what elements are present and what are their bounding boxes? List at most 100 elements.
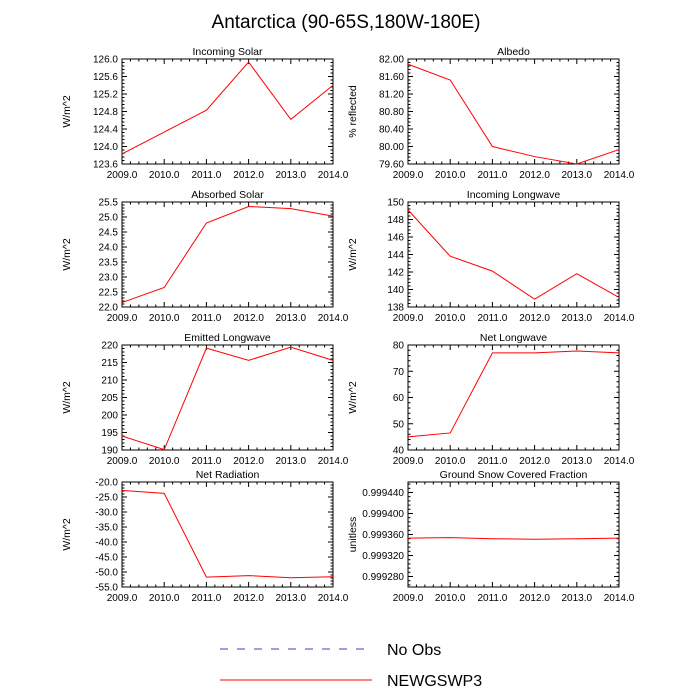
y-axis-title: % reflected bbox=[347, 85, 359, 138]
panel-title: Incoming Longwave bbox=[467, 189, 561, 201]
y-tick-label: 0.999440 bbox=[362, 488, 404, 499]
y-tick-label: 24.0 bbox=[99, 243, 119, 254]
y-axis-title: unitless bbox=[347, 517, 359, 553]
y-axis-title: W/m^2 bbox=[347, 381, 359, 414]
x-tick-label: 2014.0 bbox=[604, 170, 635, 181]
x-tick-label: 2014.0 bbox=[318, 593, 349, 604]
x-tick-label: 2014.0 bbox=[604, 456, 635, 467]
y-tick-label: 25.0 bbox=[99, 213, 119, 224]
x-tick-label: 2012.0 bbox=[519, 593, 550, 604]
y-tick-label: 148 bbox=[387, 215, 404, 226]
chart-panel: Ground Snow Covered Fraction unitless 2009… bbox=[347, 469, 635, 604]
x-tick-label: 2013.0 bbox=[562, 170, 593, 181]
x-tick-label: 2012.0 bbox=[519, 456, 550, 467]
y-tick-label: 144 bbox=[387, 250, 404, 261]
y-tick-label: 124.0 bbox=[93, 142, 118, 153]
y-tick-label: -20.0 bbox=[95, 478, 118, 489]
y-tick-label: -55.0 bbox=[95, 583, 118, 594]
x-tick-label: 2011.0 bbox=[477, 593, 507, 604]
x-tick-label: 2013.0 bbox=[562, 456, 593, 467]
series-line bbox=[407, 63, 620, 165]
y-tick-label: 210 bbox=[101, 376, 118, 387]
y-tick-label: -45.0 bbox=[95, 553, 118, 564]
y-tick-label: 23.0 bbox=[99, 273, 119, 284]
y-tick-label: 22.0 bbox=[99, 303, 119, 314]
y-tick-label: 150 bbox=[387, 198, 404, 209]
x-tick-label: 2010.0 bbox=[149, 313, 180, 324]
y-tick-label: 195 bbox=[101, 428, 118, 439]
x-tick-label: 2012.0 bbox=[233, 593, 264, 604]
x-tick-label: 2014.0 bbox=[318, 170, 349, 181]
x-tick-label: 2013.0 bbox=[276, 456, 307, 467]
y-tick-label: 25.5 bbox=[99, 198, 119, 209]
series-line bbox=[407, 209, 620, 300]
y-axis-title: W/m^2 bbox=[61, 95, 73, 128]
y-axis-title: W/m^2 bbox=[347, 238, 359, 271]
x-tick-label: 2009.0 bbox=[107, 313, 138, 324]
panel-title: Emitted Longwave bbox=[184, 332, 271, 344]
y-tick-label: 0.999320 bbox=[362, 551, 404, 562]
x-tick-label: 2010.0 bbox=[149, 456, 180, 467]
legend-label-no-obs: No Obs bbox=[387, 642, 441, 659]
y-tick-label: 125.2 bbox=[93, 90, 118, 101]
x-tick-label: 2009.0 bbox=[393, 593, 424, 604]
x-tick-label: 2014.0 bbox=[318, 456, 349, 467]
x-tick-label: 2013.0 bbox=[276, 170, 307, 181]
x-tick-label: 2011.0 bbox=[477, 313, 507, 324]
y-tick-label: 124.4 bbox=[93, 125, 118, 136]
x-tick-label: 2011.0 bbox=[477, 456, 507, 467]
x-tick-label: 2012.0 bbox=[519, 170, 550, 181]
x-tick-label: 2010.0 bbox=[435, 170, 466, 181]
y-tick-label: 205 bbox=[101, 393, 118, 404]
y-tick-label: 50 bbox=[393, 419, 405, 430]
y-tick-label: 146 bbox=[387, 233, 404, 244]
plot-frame bbox=[407, 201, 620, 308]
chart-panel: Albedo % reflected 2009.0 2010.0 2011.0 2012.… bbox=[347, 46, 635, 181]
figure-title: Antarctica (90-65S,180W-180E) bbox=[212, 12, 481, 33]
x-tick-label: 2009.0 bbox=[393, 456, 424, 467]
x-tick-label: 2012.0 bbox=[519, 313, 550, 324]
y-tick-label: 140 bbox=[387, 285, 404, 296]
y-tick-label: 190 bbox=[101, 446, 118, 457]
x-tick-label: 2009.0 bbox=[393, 313, 424, 324]
y-tick-label: 22.5 bbox=[99, 288, 119, 299]
y-tick-label: 0.999360 bbox=[362, 530, 404, 541]
x-tick-label: 2009.0 bbox=[393, 170, 424, 181]
chart-panel: Incoming Solar W/m^2 2009.0 2010.0 2011.0 201… bbox=[61, 46, 349, 181]
y-tick-label: 123.6 bbox=[93, 160, 118, 171]
plot-frame bbox=[407, 58, 620, 165]
y-tick-label: 60 bbox=[393, 393, 405, 404]
series-line bbox=[121, 489, 334, 579]
panel-title: Absorbed Solar bbox=[191, 189, 264, 201]
y-tick-label: 80.40 bbox=[379, 125, 404, 136]
x-tick-label: 2010.0 bbox=[149, 593, 180, 604]
chart-panel: Emitted Longwave W/m^2 2009.0 2010.0 2011.0 2… bbox=[61, 332, 349, 467]
series-line bbox=[407, 537, 620, 540]
plot-frame bbox=[121, 481, 334, 588]
panel-title: Net Longwave bbox=[480, 332, 547, 344]
x-tick-label: 2009.0 bbox=[107, 593, 138, 604]
y-axis-title: W/m^2 bbox=[61, 381, 73, 414]
panel-title: Incoming Solar bbox=[192, 46, 263, 58]
y-tick-label: 23.5 bbox=[99, 258, 119, 269]
x-tick-label: 2013.0 bbox=[562, 313, 593, 324]
x-tick-label: 2009.0 bbox=[107, 456, 138, 467]
series-line bbox=[121, 61, 334, 155]
y-tick-label: 220 bbox=[101, 341, 118, 352]
x-tick-label: 2009.0 bbox=[107, 170, 138, 181]
x-tick-label: 2012.0 bbox=[233, 313, 264, 324]
series-line bbox=[407, 350, 620, 438]
x-tick-label: 2011.0 bbox=[191, 313, 221, 324]
x-tick-label: 2014.0 bbox=[318, 313, 349, 324]
y-tick-label: 125.6 bbox=[93, 72, 118, 83]
plot-frame bbox=[121, 58, 334, 165]
panel-title: Net Radiation bbox=[196, 469, 260, 481]
y-tick-label: 79.60 bbox=[379, 160, 404, 171]
y-tick-label: 126.0 bbox=[93, 55, 118, 66]
y-tick-label: 0.999280 bbox=[362, 572, 404, 583]
x-tick-label: 2011.0 bbox=[191, 593, 221, 604]
y-tick-label: 40 bbox=[393, 446, 405, 457]
x-tick-label: 2013.0 bbox=[276, 593, 307, 604]
x-tick-label: 2011.0 bbox=[191, 456, 221, 467]
